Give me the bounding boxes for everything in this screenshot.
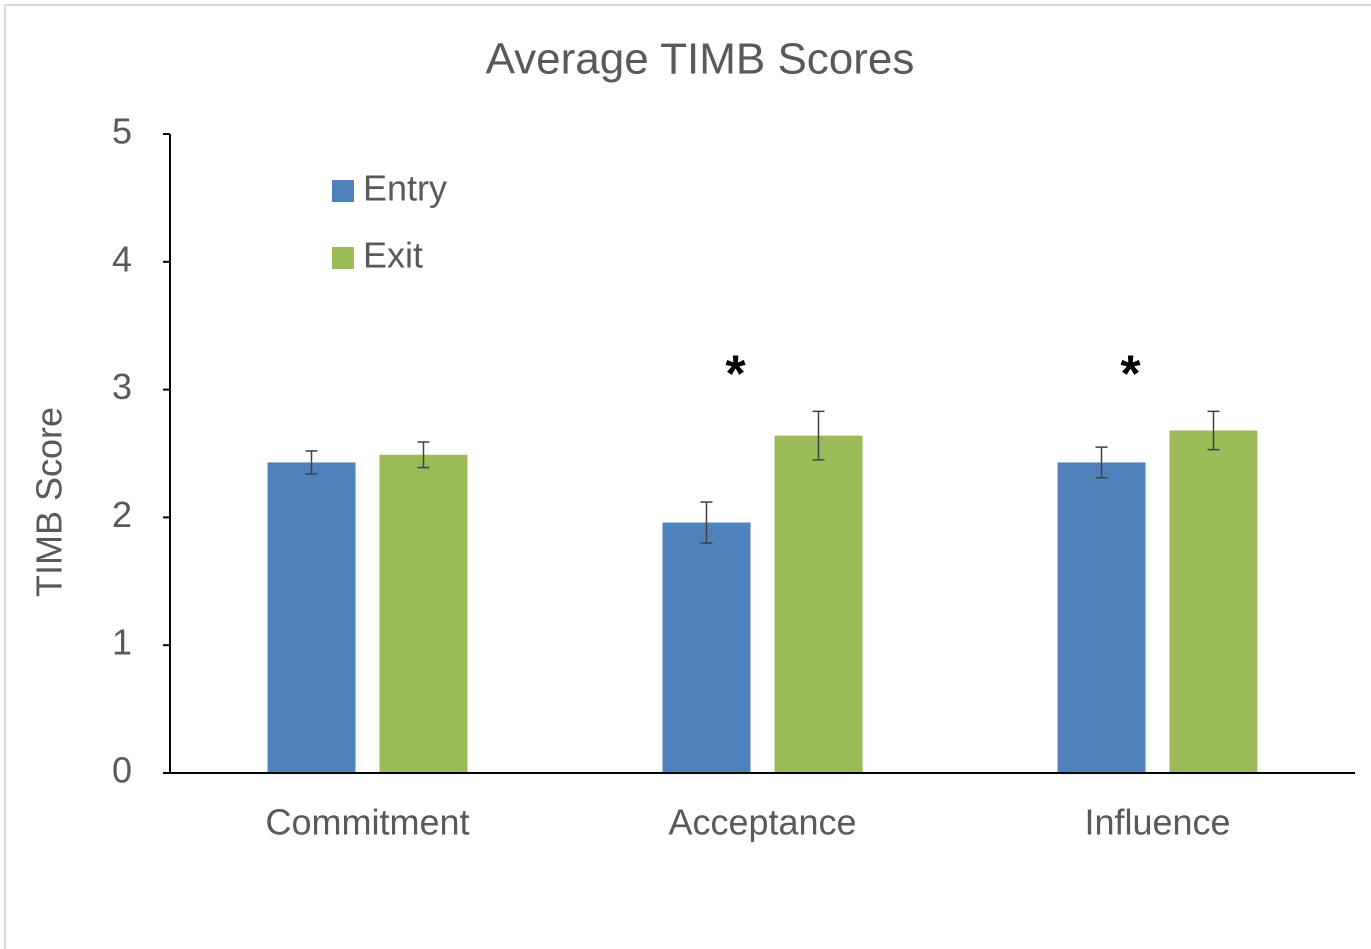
bar bbox=[1169, 430, 1258, 773]
chart-title: Average TIMB Scores bbox=[486, 35, 915, 84]
x-tick-label: Commitment bbox=[265, 802, 469, 843]
bar bbox=[267, 462, 356, 773]
y-tick-label: 1 bbox=[112, 622, 132, 663]
legend-swatch bbox=[332, 247, 354, 269]
error-bar bbox=[305, 450, 318, 475]
legend-label: Exit bbox=[363, 235, 423, 276]
y-tick-label: 0 bbox=[112, 750, 132, 791]
y-tick-label: 5 bbox=[112, 111, 132, 152]
error-bar bbox=[1095, 446, 1108, 479]
legend-swatch bbox=[332, 180, 354, 202]
error-bar bbox=[812, 410, 825, 461]
y-tick-label: 3 bbox=[112, 366, 132, 407]
x-tick-label: Acceptance bbox=[668, 802, 856, 843]
y-axis-label: TIMB Score bbox=[29, 407, 70, 597]
significance-marker: * bbox=[725, 346, 746, 404]
bar bbox=[662, 522, 751, 773]
legend-label: Entry bbox=[363, 168, 447, 209]
significance-marker: * bbox=[1120, 346, 1141, 404]
error-bar bbox=[700, 501, 713, 544]
x-tick-label: Influence bbox=[1084, 802, 1230, 843]
error-bar bbox=[1207, 410, 1220, 451]
bar bbox=[774, 435, 863, 773]
y-tick-label: 4 bbox=[112, 238, 132, 279]
bar bbox=[1057, 462, 1146, 773]
error-bar bbox=[417, 441, 430, 469]
bar bbox=[379, 454, 468, 773]
y-tick-label: 2 bbox=[112, 494, 132, 535]
